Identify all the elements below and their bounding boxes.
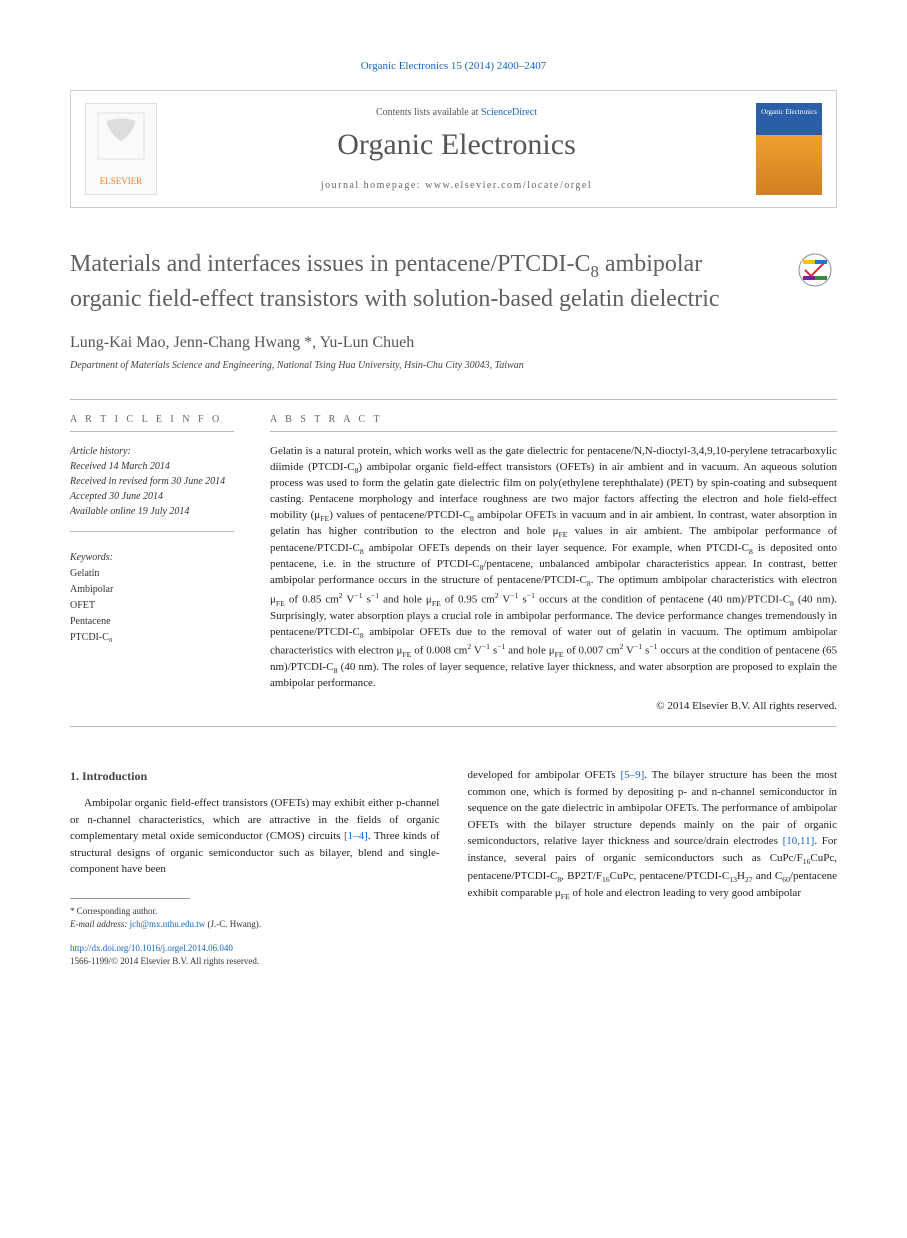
body-column-left: 1. Introduction Ambipolar organic field-… (70, 767, 440, 969)
header-center: Contents lists available at ScienceDirec… (157, 103, 756, 195)
abstract-copyright: © 2014 Elsevier B.V. All rights reserved… (270, 700, 837, 712)
journal-cover-thumbnail: Organic Electronics (756, 103, 822, 195)
article-info-label: A R T I C L E I N F O (70, 414, 234, 432)
keyword: Gelatin (70, 566, 234, 582)
keyword: Pentacene (70, 614, 234, 630)
corresponding-author-footnote: * Corresponding author. E-mail address: … (70, 905, 440, 932)
journal-header-box: ELSEVIER Contents lists available at Sci… (70, 90, 837, 208)
crossmark-badge[interactable] (793, 248, 837, 292)
abstract-label: A B S T R A C T (270, 414, 837, 432)
authors-line: Lung-Kai Mao, Jenn-Chang Hwang *, Yu-Lun… (70, 334, 837, 352)
affiliation: Department of Materials Science and Engi… (70, 360, 837, 371)
keyword: PTCDI-C₈ (70, 630, 234, 646)
doi-link[interactable]: http://dx.doi.org/10.1016/j.orgel.2014.0… (70, 943, 233, 953)
journal-homepage-line: journal homepage: www.elsevier.com/locat… (167, 180, 746, 191)
journal-name: Organic Electronics (167, 128, 746, 162)
journal-reference: Organic Electronics 15 (2014) 2400–2407 (70, 60, 837, 72)
section-heading-introduction: 1. Introduction (70, 767, 440, 785)
page-footer: http://dx.doi.org/10.1016/j.orgel.2014.0… (70, 942, 440, 969)
homepage-url[interactable]: www.elsevier.com/locate/orgel (425, 180, 592, 191)
article-history: Article history: Received 14 March 2014 … (70, 444, 234, 532)
email-link[interactable]: jch@mx.nthu.edu.tw (130, 919, 206, 929)
intro-paragraph: Ambipolar organic field-effect transisto… (70, 795, 440, 878)
elsevier-logo: ELSEVIER (85, 103, 157, 195)
abstract-text: Gelatin is a natural protein, which work… (270, 444, 837, 692)
intro-paragraph-cont: developed for ambipolar OFETs [5–9]. The… (468, 767, 838, 903)
keyword: OFET (70, 598, 234, 614)
keywords-block: Keywords: Gelatin Ambipolar OFET Pentace… (70, 550, 234, 646)
contents-available-line: Contents lists available at ScienceDirec… (167, 107, 746, 118)
body-column-right: developed for ambipolar OFETs [5–9]. The… (468, 767, 838, 969)
footnote-separator (70, 898, 190, 899)
article-title: Materials and interfaces issues in penta… (70, 248, 793, 316)
keyword: Ambipolar (70, 582, 234, 598)
sciencedirect-link[interactable]: ScienceDirect (481, 107, 537, 118)
